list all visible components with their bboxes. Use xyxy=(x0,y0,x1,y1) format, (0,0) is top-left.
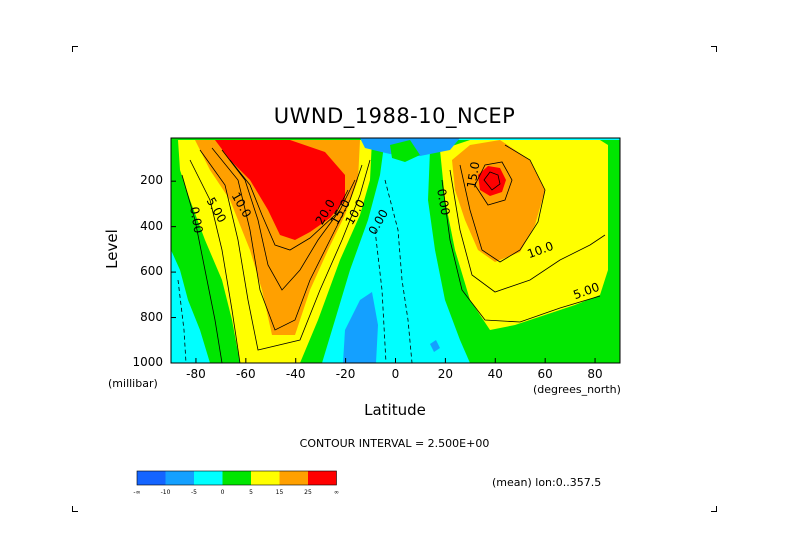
x-tick-label: 0 xyxy=(391,367,400,381)
colorbar-swatch xyxy=(222,471,251,485)
contour-line xyxy=(474,161,513,206)
corner-mark-bottom-right xyxy=(711,506,717,512)
y-tick-label: 600 xyxy=(140,264,163,279)
colorbar-tick-label: 5 xyxy=(249,489,253,496)
colorbar-tick-label: 0 xyxy=(220,489,225,496)
y-tick-label: 400 xyxy=(140,218,163,233)
contour-line xyxy=(229,159,349,251)
contour-line xyxy=(211,147,363,331)
contour-line xyxy=(177,279,187,363)
contour-lines xyxy=(177,144,606,363)
sh-red-core xyxy=(215,140,345,240)
contour-line xyxy=(384,179,413,363)
tropical-small-blue xyxy=(430,340,440,352)
x-tick-label: -20 xyxy=(335,367,356,381)
contour-fill-layer xyxy=(171,138,620,363)
y-axis-label: Level xyxy=(103,229,121,269)
colorbar-swatch xyxy=(279,471,308,485)
colorbar-swatch xyxy=(165,471,194,485)
x-tick-marks xyxy=(195,358,596,363)
x-tick-label: 40 xyxy=(487,367,503,381)
x-tick-label: 80 xyxy=(587,367,603,381)
contour-line xyxy=(199,149,371,351)
contour-line xyxy=(441,179,601,323)
contour-interval-label: CONTOUR INTERVAL = 2.500E+00 xyxy=(299,437,490,450)
colorbar-tick-label: -5 xyxy=(191,489,197,496)
colorbar-swatch xyxy=(251,471,280,485)
x-tick-label: 60 xyxy=(537,367,553,381)
colorbar-tick-label: -10 xyxy=(160,489,171,496)
x-tick-label: 20 xyxy=(437,367,454,381)
contour-line xyxy=(221,149,356,291)
x-tick-label: -60 xyxy=(236,367,256,381)
colorbar-tick-label: -∞ xyxy=(133,489,141,496)
x-tick-label: -80 xyxy=(186,367,206,381)
x-axis-unit: (degrees_north) xyxy=(533,383,621,396)
colorbar-frame xyxy=(136,470,337,486)
y-tick-label: 200 xyxy=(140,173,163,188)
nh-red-core xyxy=(478,166,506,196)
colorbar xyxy=(136,470,337,486)
colorbar-swatch xyxy=(194,471,223,485)
y-tick-marks xyxy=(171,180,176,364)
contour-line xyxy=(459,144,546,263)
corner-mark-top-right xyxy=(711,46,717,52)
contour-line xyxy=(449,169,606,293)
contour-line xyxy=(189,159,241,363)
tropical-blue-patch xyxy=(343,292,378,363)
colorbar-swatch xyxy=(308,471,337,485)
stratosphere-green xyxy=(390,140,420,162)
contour-line xyxy=(181,174,223,363)
colorbar-swatch xyxy=(137,471,166,485)
y-tick-label: 800 xyxy=(140,309,163,324)
nh-orange-region xyxy=(452,140,545,262)
colorbar-tick-label: 15 xyxy=(275,489,284,496)
y-axis-unit: (millibar) xyxy=(108,377,158,390)
y-tick-label: 1000 xyxy=(132,355,163,369)
corner-mark-top-left xyxy=(72,46,78,52)
contour-line xyxy=(483,171,501,191)
mean-longitude-label: (mean) lon:0..357.5 xyxy=(492,476,602,489)
chart-title: UWND_1988-10_NCEP xyxy=(273,104,516,128)
corner-mark-bottom-left xyxy=(72,506,78,512)
x-tick-label: -40 xyxy=(285,367,306,381)
colorbar-tick-label: ∞ xyxy=(334,489,339,496)
x-axis-label: Latitude xyxy=(364,401,426,419)
colorbar-tick-label: 25 xyxy=(304,489,312,496)
